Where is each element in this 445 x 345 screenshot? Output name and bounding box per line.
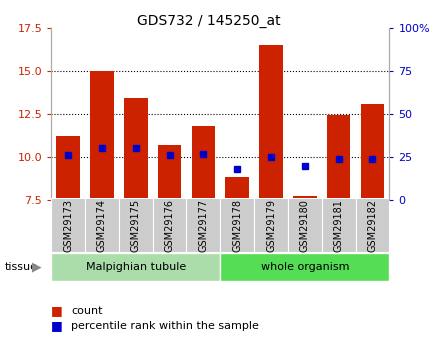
Text: GSM29181: GSM29181 xyxy=(334,199,344,252)
Text: Malpighian tubule: Malpighian tubule xyxy=(85,262,186,272)
Bar xyxy=(191,126,215,200)
Bar xyxy=(259,45,283,200)
Bar xyxy=(51,198,85,252)
Bar xyxy=(186,198,220,252)
Bar xyxy=(51,253,220,281)
Bar xyxy=(153,198,186,252)
Bar xyxy=(254,198,288,252)
Text: GSM29178: GSM29178 xyxy=(232,199,242,252)
Text: whole organism: whole organism xyxy=(261,262,349,272)
Bar xyxy=(158,145,182,200)
Text: GSM29176: GSM29176 xyxy=(165,199,174,252)
Bar xyxy=(225,177,249,200)
Text: GSM29173: GSM29173 xyxy=(63,199,73,252)
Text: percentile rank within the sample: percentile rank within the sample xyxy=(71,321,259,331)
Bar xyxy=(220,253,389,281)
Text: GSM29180: GSM29180 xyxy=(300,199,310,252)
Bar xyxy=(124,98,148,200)
Bar xyxy=(356,198,389,252)
Text: count: count xyxy=(71,306,103,315)
Text: tissue: tissue xyxy=(4,262,37,272)
Text: GSM29177: GSM29177 xyxy=(198,199,208,252)
Text: GSM29182: GSM29182 xyxy=(368,199,377,252)
Text: GDS732 / 145250_at: GDS732 / 145250_at xyxy=(138,14,281,28)
Bar xyxy=(360,104,384,200)
Bar xyxy=(119,198,153,252)
Text: ▶: ▶ xyxy=(32,260,41,274)
Bar xyxy=(322,198,356,252)
Bar xyxy=(327,115,351,200)
Bar xyxy=(288,198,322,252)
Bar xyxy=(293,196,317,200)
Text: ■: ■ xyxy=(51,319,63,333)
Text: GSM29174: GSM29174 xyxy=(97,199,107,252)
Bar xyxy=(56,136,80,200)
Text: GSM29179: GSM29179 xyxy=(266,199,276,252)
Bar xyxy=(90,71,114,200)
Text: ■: ■ xyxy=(51,304,63,317)
Bar xyxy=(220,198,254,252)
Bar xyxy=(85,198,119,252)
Text: GSM29175: GSM29175 xyxy=(131,199,141,252)
